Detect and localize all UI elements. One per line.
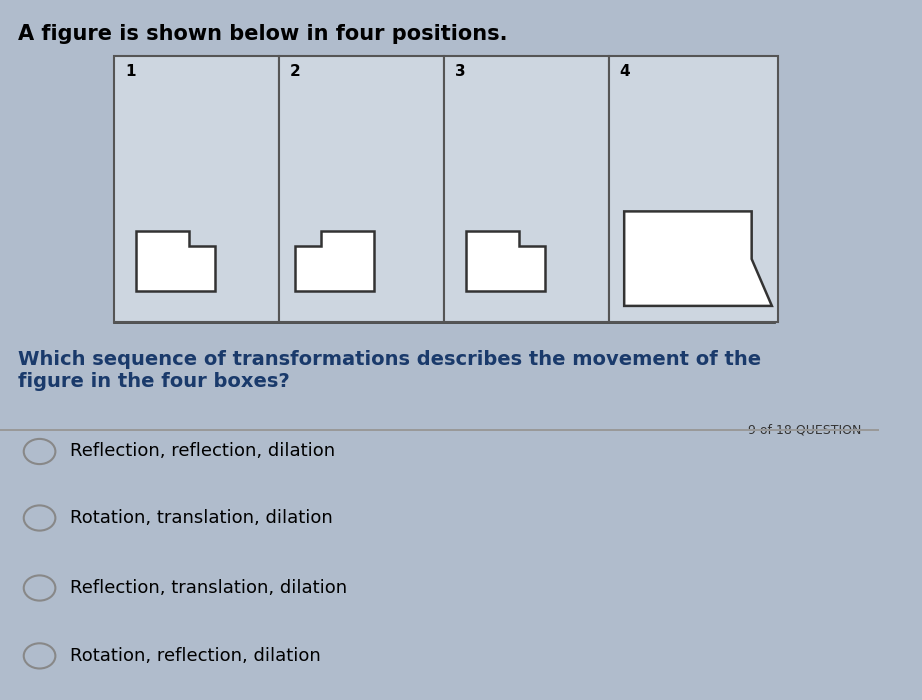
Text: A figure is shown below in four positions.: A figure is shown below in four position… bbox=[18, 25, 507, 45]
Text: Which sequence of transformations describes the movement of the
figure in the fo: Which sequence of transformations descri… bbox=[18, 350, 761, 391]
Bar bbox=[114, 56, 279, 322]
Bar bbox=[279, 56, 444, 322]
Polygon shape bbox=[624, 211, 772, 306]
Text: 1: 1 bbox=[124, 64, 136, 79]
Text: Rotation, reflection, dilation: Rotation, reflection, dilation bbox=[70, 647, 321, 665]
Text: 9 of 18 QUESTION: 9 of 18 QUESTION bbox=[748, 424, 861, 437]
Polygon shape bbox=[136, 231, 216, 290]
Bar bbox=[0, 429, 880, 430]
Text: Rotation, translation, dilation: Rotation, translation, dilation bbox=[70, 509, 333, 527]
Bar bbox=[114, 56, 774, 322]
Text: 4: 4 bbox=[620, 64, 630, 79]
Text: Reflection, translation, dilation: Reflection, translation, dilation bbox=[70, 579, 348, 597]
Text: 2: 2 bbox=[290, 64, 301, 79]
Text: Reflection, reflection, dilation: Reflection, reflection, dilation bbox=[70, 442, 336, 461]
Polygon shape bbox=[294, 231, 373, 290]
Bar bbox=[444, 56, 609, 322]
Text: 3: 3 bbox=[455, 64, 465, 79]
Bar bbox=[609, 56, 778, 322]
Polygon shape bbox=[466, 231, 545, 290]
